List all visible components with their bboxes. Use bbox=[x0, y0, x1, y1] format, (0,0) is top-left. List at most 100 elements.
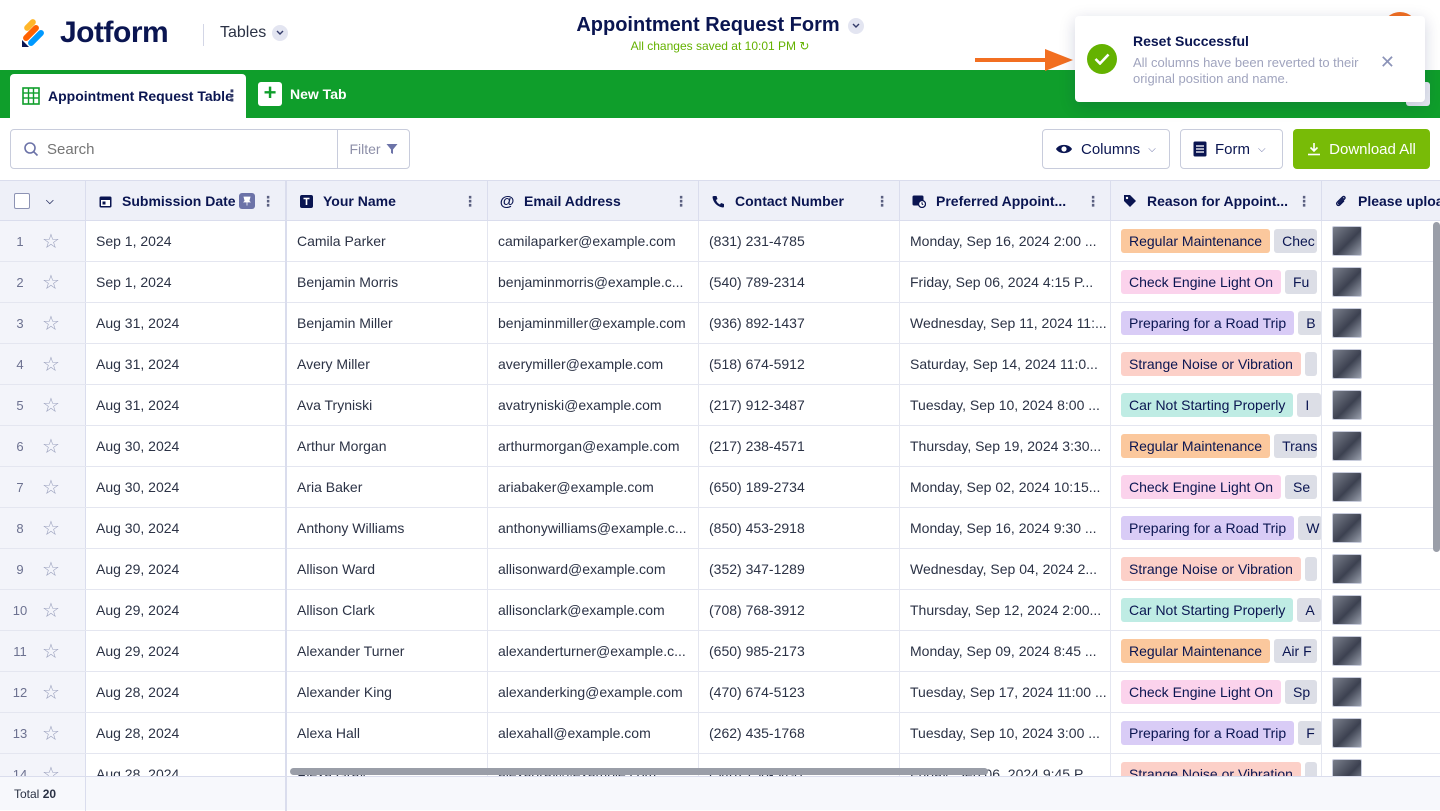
select-all-checkbox[interactable] bbox=[14, 193, 30, 209]
your-name-cell[interactable]: Benjamin Morris bbox=[287, 262, 488, 302]
vertical-scrollbar[interactable] bbox=[1433, 222, 1440, 552]
preferred-appointment-cell[interactable]: Monday, Sep 16, 2024 9:30 ... bbox=[900, 508, 1111, 548]
column-menu-icon[interactable]: ⋮ bbox=[674, 193, 688, 209]
contact-number-cell[interactable]: (936) 892-1437 bbox=[699, 303, 900, 343]
upload-cell[interactable] bbox=[1322, 713, 1440, 753]
reason-cell[interactable]: Regular Maintenance Air F bbox=[1111, 631, 1322, 671]
your-name-cell[interactable]: Aria Baker bbox=[287, 467, 488, 507]
email-address-cell[interactable]: benjaminmiller@example.com bbox=[488, 303, 699, 343]
your-name-cell[interactable]: Ava Tryniski bbox=[287, 385, 488, 425]
star-icon[interactable]: ☆ bbox=[42, 312, 60, 335]
table-row[interactable]: 5 ☆ Aug 31, 2024 Ava Tryniski avatryniski@ex… bbox=[0, 385, 1440, 426]
submission-date-cell[interactable]: Sep 1, 2024 bbox=[86, 262, 286, 302]
car-photo-thumbnail[interactable] bbox=[1332, 595, 1362, 625]
star-icon[interactable]: ☆ bbox=[42, 271, 60, 294]
contact-number-cell[interactable]: (470) 674-5123 bbox=[699, 672, 900, 712]
table-row[interactable]: 8 ☆ Aug 30, 2024 Anthony Williams anthonywil… bbox=[0, 508, 1440, 549]
car-photo-thumbnail[interactable] bbox=[1332, 472, 1362, 502]
submission-date-cell[interactable]: Aug 29, 2024 bbox=[86, 590, 286, 630]
upload-cell[interactable] bbox=[1322, 344, 1440, 384]
table-row[interactable]: 10 ☆ Aug 29, 2024 Allison Clark allisonclark… bbox=[0, 590, 1440, 631]
reason-cell[interactable]: Check Engine Light On Fu bbox=[1111, 262, 1322, 302]
reason-cell[interactable]: Preparing for a Road Trip F bbox=[1111, 713, 1322, 753]
table-row[interactable]: 7 ☆ Aug 30, 2024 Aria Baker ariabaker@exampl… bbox=[0, 467, 1440, 508]
email-address-cell[interactable]: alexanderturner@example.c... bbox=[488, 631, 699, 671]
column-menu-icon[interactable]: ⋮ bbox=[463, 193, 477, 209]
email-address-cell[interactable]: ariabaker@example.com bbox=[488, 467, 699, 507]
upload-cell[interactable] bbox=[1322, 262, 1440, 302]
chevron-down-icon[interactable]: ⌵ bbox=[46, 195, 54, 207]
submission-date-cell[interactable]: Aug 28, 2024 bbox=[86, 754, 286, 776]
contact-number-cell[interactable]: (540) 789-2314 bbox=[699, 262, 900, 302]
email-address-cell[interactable]: allisonward@example.com bbox=[488, 549, 699, 589]
car-photo-thumbnail[interactable] bbox=[1332, 759, 1362, 776]
submission-date-cell[interactable]: Aug 30, 2024 bbox=[86, 508, 286, 548]
star-icon[interactable]: ☆ bbox=[42, 763, 60, 777]
contact-number-cell[interactable]: (217) 238-4571 bbox=[699, 426, 900, 466]
star-icon[interactable]: ☆ bbox=[42, 722, 60, 745]
star-icon[interactable]: ☆ bbox=[42, 476, 60, 499]
contact-number-cell[interactable]: (518) 674-5912 bbox=[699, 344, 900, 384]
upload-cell[interactable] bbox=[1322, 426, 1440, 466]
upload-cell[interactable] bbox=[1322, 221, 1440, 261]
submission-date-cell[interactable]: Aug 28, 2024 bbox=[86, 672, 286, 712]
contact-number-cell[interactable]: (352) 347-1289 bbox=[699, 549, 900, 589]
preferred-appointment-cell[interactable]: Monday, Sep 02, 2024 10:15... bbox=[900, 467, 1111, 507]
table-row[interactable]: 11 ☆ Aug 29, 2024 Alexander Turner alexander… bbox=[0, 631, 1440, 672]
reason-cell[interactable]: Car Not Starting Properly I bbox=[1111, 385, 1322, 425]
tab-appointment-request-table[interactable]: Appointment Request Table ⋮ bbox=[10, 74, 246, 118]
star-icon[interactable]: ☆ bbox=[42, 599, 60, 622]
contact-number-cell[interactable]: (217) 912-3487 bbox=[699, 385, 900, 425]
star-icon[interactable]: ☆ bbox=[42, 517, 60, 540]
car-photo-thumbnail[interactable] bbox=[1332, 554, 1362, 584]
car-photo-thumbnail[interactable] bbox=[1332, 308, 1362, 338]
preferred-appointment-cell[interactable]: Monday, Sep 16, 2024 2:00 ... bbox=[900, 221, 1111, 261]
car-photo-thumbnail[interactable] bbox=[1332, 390, 1362, 420]
reason-cell[interactable]: Strange Noise or Vibration bbox=[1111, 344, 1322, 384]
form-title-dropdown[interactable]: Appointment Request Form bbox=[576, 14, 864, 37]
your-name-cell[interactable]: Alexander King bbox=[287, 672, 488, 712]
your-name-cell[interactable]: Allison Clark bbox=[287, 590, 488, 630]
upload-cell[interactable] bbox=[1322, 590, 1440, 630]
car-photo-thumbnail[interactable] bbox=[1332, 636, 1362, 666]
submission-date-cell[interactable]: Aug 29, 2024 bbox=[86, 631, 286, 671]
preferred-appointment-cell[interactable]: Wednesday, Sep 04, 2024 2... bbox=[900, 549, 1111, 589]
search-input[interactable] bbox=[47, 140, 327, 158]
submission-date-cell[interactable]: Aug 28, 2024 bbox=[86, 713, 286, 753]
table-row[interactable]: 13 ☆ Aug 28, 2024 Alexa Hall alexahall@examp… bbox=[0, 713, 1440, 754]
submission-date-cell[interactable]: Sep 1, 2024 bbox=[86, 221, 286, 261]
contact-number-cell[interactable]: (262) 435-1768 bbox=[699, 713, 900, 753]
email-address-cell[interactable]: avatryniski@example.com bbox=[488, 385, 699, 425]
table-row[interactable]: 3 ☆ Aug 31, 2024 Benjamin Miller benjaminmil… bbox=[0, 303, 1440, 344]
preferred-appointment-cell[interactable]: Tuesday, Sep 10, 2024 8:00 ... bbox=[900, 385, 1111, 425]
filter-button[interactable]: Filter bbox=[337, 130, 409, 168]
your-name-cell[interactable]: Benjamin Miller bbox=[287, 303, 488, 343]
email-address-cell[interactable]: benjaminmorris@example.c... bbox=[488, 262, 699, 302]
preferred-appointment-cell[interactable]: Saturday, Sep 14, 2024 11:0... bbox=[900, 344, 1111, 384]
reason-cell[interactable]: Check Engine Light On Se bbox=[1111, 467, 1322, 507]
column-menu-icon[interactable]: ⋮ bbox=[1086, 193, 1100, 209]
column-menu-icon[interactable]: ⋮ bbox=[875, 193, 889, 209]
car-photo-thumbnail[interactable] bbox=[1332, 267, 1362, 297]
table-row[interactable]: 6 ☆ Aug 30, 2024 Arthur Morgan arthurmorgan@… bbox=[0, 426, 1440, 467]
contact-number-cell[interactable]: (650) 985-2173 bbox=[699, 631, 900, 671]
columns-button[interactable]: Columns ⌵ bbox=[1042, 129, 1170, 169]
star-icon[interactable]: ☆ bbox=[42, 353, 60, 376]
star-icon[interactable]: ☆ bbox=[42, 640, 60, 663]
reason-cell[interactable]: Regular Maintenance Chec bbox=[1111, 221, 1322, 261]
reason-cell[interactable]: Check Engine Light On Sp bbox=[1111, 672, 1322, 712]
reason-cell[interactable]: Strange Noise or Vibration bbox=[1111, 754, 1322, 776]
new-tab-button[interactable]: + New Tab bbox=[258, 82, 347, 106]
column-menu-icon[interactable]: ⋮ bbox=[1297, 193, 1311, 209]
email-address-cell[interactable]: camilaparker@example.com bbox=[488, 221, 699, 261]
table-row[interactable]: 1 ☆ Sep 1, 2024 Camila Parker camilaparker@e… bbox=[0, 221, 1440, 262]
submission-date-cell[interactable]: Aug 31, 2024 bbox=[86, 303, 286, 343]
submission-date-cell[interactable]: Aug 29, 2024 bbox=[86, 549, 286, 589]
table-row[interactable]: 9 ☆ Aug 29, 2024 Allison Ward allisonward@ex… bbox=[0, 549, 1440, 590]
upload-cell[interactable] bbox=[1322, 303, 1440, 343]
preferred-appointment-cell[interactable]: Tuesday, Sep 17, 2024 11:00 ... bbox=[900, 672, 1111, 712]
upload-cell[interactable] bbox=[1322, 754, 1440, 776]
column-header-email-address[interactable]: @ Email Address ⋮ bbox=[488, 181, 699, 221]
pin-icon[interactable] bbox=[239, 193, 255, 209]
tab-menu-icon[interactable]: ⋮ bbox=[224, 88, 240, 105]
